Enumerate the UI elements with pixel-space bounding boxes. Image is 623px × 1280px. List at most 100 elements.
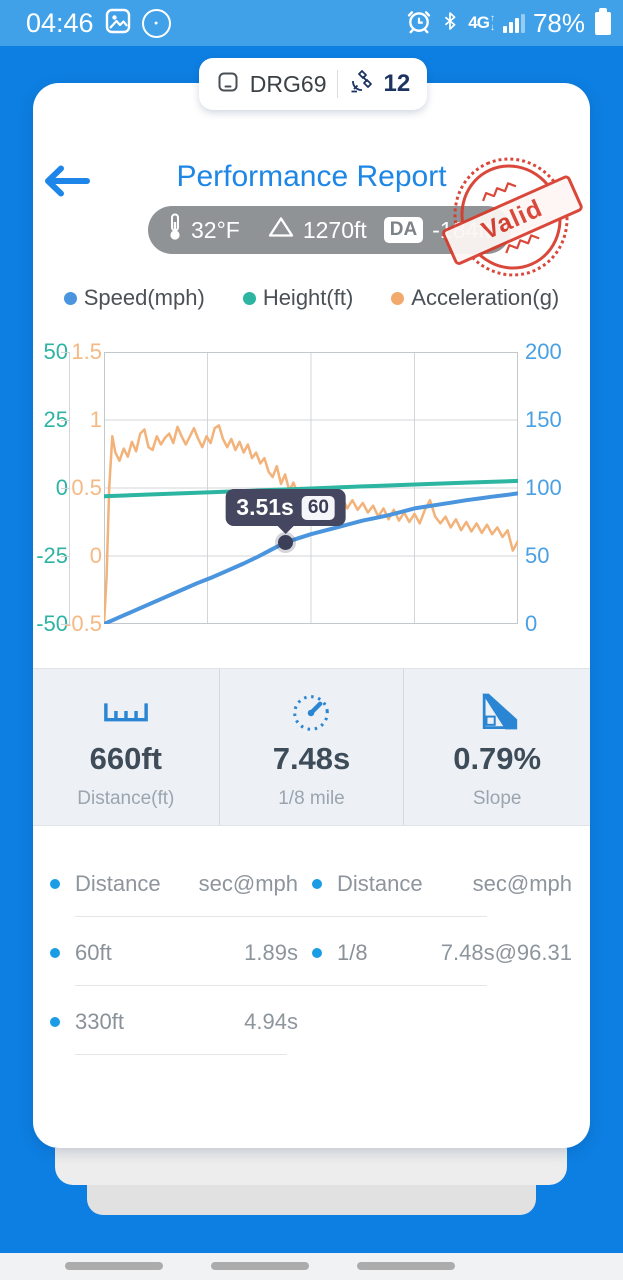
- legend-label: Acceleration(g): [411, 285, 560, 310]
- axis-tickmark: [61, 420, 70, 421]
- table-row-eighth: 1/8 7.48s@96.31: [312, 938, 572, 968]
- speed-legend-dot: [63, 291, 77, 305]
- plot-border: [104, 352, 518, 624]
- stat-label: 1/8 mile: [278, 788, 345, 809]
- nav-handle-2[interactable]: [211, 1262, 309, 1270]
- pill-divider: [336, 70, 338, 98]
- altitude-value: 1270ft: [302, 216, 367, 243]
- axis-tickmark: [61, 624, 70, 625]
- chart-tooltip[interactable]: 3.51s 60: [225, 489, 346, 535]
- performance-chart[interactable]: [104, 352, 518, 624]
- series-speed-line: [104, 491, 518, 624]
- height-legend-dot: [242, 291, 256, 305]
- stats-row: 660ft Distance(ft) 7.48s 1/8 mile 0.79% …: [33, 668, 590, 826]
- row-value: 7.48s@96.31: [440, 940, 572, 965]
- col-header-unit: sec@mph: [472, 871, 572, 896]
- axis-tick-label: 1.5: [71, 339, 102, 364]
- axis-tickmark: [61, 488, 70, 489]
- stamp-zigzag-top: [482, 181, 517, 202]
- table-divider: [75, 1054, 287, 1055]
- ruler-icon: [103, 687, 149, 737]
- axis-tickmark: [61, 556, 70, 557]
- row-name: 60ft: [75, 940, 112, 965]
- axis-tick-label: 0.5: [71, 475, 102, 500]
- bluetooth-icon: [440, 8, 460, 39]
- nav-handle-3[interactable]: [357, 1262, 455, 1270]
- status-bar-left: 04:46 ●: [26, 8, 171, 39]
- axis-tick-label: -50: [36, 611, 68, 636]
- axis-tick-label: -25: [36, 543, 68, 568]
- series-accel-line: [104, 424, 518, 624]
- card-stack-layer-2: [87, 1185, 536, 1215]
- tooltip-time: 3.51s: [236, 494, 294, 521]
- axis-speed: 200 150 100 50 0: [525, 339, 595, 636]
- circle-badge-icon: ●: [141, 8, 171, 38]
- status-bar-right: 4G ↑ ↓ 78%: [406, 7, 611, 39]
- axis-tick-label: 0: [525, 611, 538, 636]
- axis-tick-label: 150: [525, 407, 562, 432]
- stat-label: Slope: [472, 788, 522, 809]
- axis-tick-label: 0: [89, 543, 102, 568]
- device-icon: [216, 70, 240, 99]
- stat-eighth-mile: 7.48s 1/8 mile: [218, 669, 405, 825]
- axis-tick-label: 100: [525, 475, 562, 500]
- nav-handle-1[interactable]: [65, 1262, 163, 1270]
- bullet-icon: [312, 948, 322, 958]
- row-name: 330ft: [75, 1009, 124, 1034]
- battery-icon: [595, 7, 611, 35]
- row-value: 4.94s: [244, 1009, 298, 1034]
- stamp-zigzag-bottom: [505, 233, 540, 254]
- table-header-left: Distance sec@mph: [50, 869, 298, 899]
- bullet-icon: [50, 879, 60, 889]
- legend-label: Height(ft): [262, 285, 354, 310]
- axis-tick-label: 200: [525, 339, 562, 364]
- legend-item-acceleration[interactable]: Acceleration(g): [391, 285, 559, 311]
- axis-height: 50 25 0 -25 -50: [24, 339, 68, 636]
- axis-tick-label: 1: [89, 407, 102, 432]
- row-name: 1/8: [337, 940, 368, 965]
- col-header-distance: Distance: [337, 871, 423, 896]
- bullet-icon: [50, 948, 60, 958]
- page-title: Performance Report: [176, 160, 447, 193]
- thermometer-icon: [168, 213, 182, 247]
- row-value: 1.89s: [244, 940, 298, 965]
- clock-text: 04:46: [26, 7, 94, 38]
- device-name: DRG69: [249, 70, 327, 97]
- back-button[interactable]: [40, 163, 92, 199]
- device-pill[interactable]: DRG69 12: [199, 58, 427, 110]
- chart-cursor-dot[interactable]: [278, 534, 294, 550]
- table-header-right: Distance sec@mph: [312, 869, 572, 899]
- axis-tick-label: -0.5: [64, 611, 102, 636]
- stat-value: 660ft: [89, 741, 163, 776]
- legend-item-height[interactable]: Height(ft): [242, 285, 354, 311]
- gallery-icon: [105, 8, 131, 39]
- stat-slope: 0.79% Slope: [404, 669, 590, 825]
- lte-icon: 4G ↑ ↓: [468, 13, 495, 33]
- speedometer-icon: [288, 687, 334, 737]
- col-header-unit: sec@mph: [198, 871, 298, 896]
- alarm-icon: [406, 8, 432, 39]
- table-divider: [75, 916, 487, 917]
- axis-tick-label: 50: [43, 339, 68, 364]
- stat-value: 7.48s: [272, 741, 351, 776]
- valid-stamp: Valid: [434, 139, 588, 295]
- axis-tickmark: [61, 352, 70, 353]
- signal-icon: [502, 13, 525, 33]
- stat-value: 0.79%: [453, 741, 542, 776]
- bullet-icon: [312, 879, 322, 889]
- tooltip-value-badge: 60: [301, 495, 335, 520]
- status-bar: 04:46 ● 4G ↑ ↓ 78%: [0, 0, 623, 46]
- axis-tick-label: 50: [525, 543, 550, 568]
- axis-tick-label: 0: [55, 475, 68, 500]
- axis-tick-label: 25: [43, 407, 68, 432]
- mountain-icon: [268, 216, 294, 244]
- stat-distance: 660ft Distance(ft): [33, 669, 219, 825]
- legend-item-speed[interactable]: Speed(mph): [63, 285, 205, 311]
- temperature-value: 32°F: [191, 216, 240, 243]
- bullet-icon: [50, 1017, 60, 1027]
- chart-legend: Speed(mph) Height(ft) Acceleration(g): [33, 285, 590, 311]
- legend-label: Speed(mph): [83, 285, 205, 310]
- da-badge: DA: [383, 217, 424, 243]
- series-height-line: [104, 478, 518, 499]
